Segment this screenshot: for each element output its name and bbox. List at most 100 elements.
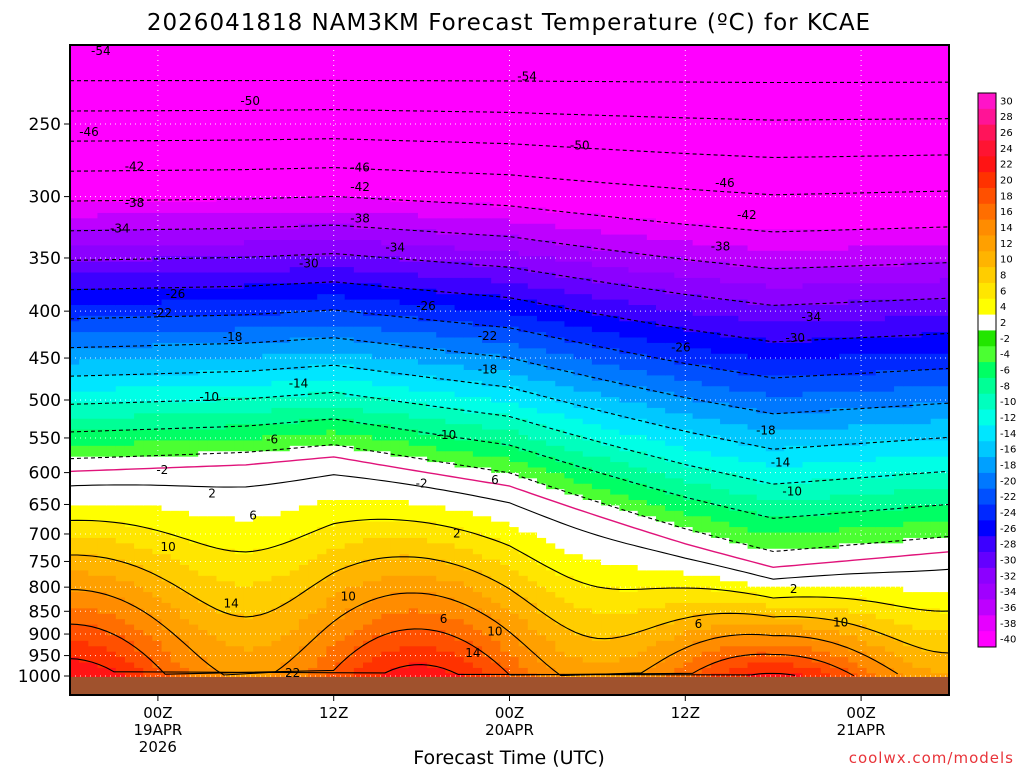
- temperature-cell: [839, 494, 849, 512]
- x-tick-label: 19APR: [133, 721, 182, 739]
- temperature-cell: [674, 635, 685, 653]
- temperature-cell: [399, 554, 410, 577]
- temperature-cell: [79, 662, 89, 680]
- temperature-cell: [610, 462, 620, 479]
- temperature-cell: [88, 391, 99, 404]
- temperature-cell: [500, 207, 511, 219]
- temperature-cell: [271, 407, 282, 425]
- temperature-cell: [179, 619, 190, 642]
- temperature-cell: [729, 543, 740, 582]
- temperature-cell: [912, 337, 923, 355]
- temperature-cell: [903, 45, 913, 230]
- temperature-cell: [436, 234, 447, 247]
- temperature-cell: [884, 667, 895, 685]
- temperature-cell: [317, 418, 327, 436]
- temperature-cell: [189, 256, 199, 274]
- temperature-cell: [500, 359, 511, 371]
- temperature-cell: [829, 407, 840, 431]
- temperature-cell: [875, 370, 886, 393]
- temperature-cell: [234, 299, 245, 317]
- temperature-cell: [482, 413, 492, 431]
- temperature-cell: [536, 240, 547, 257]
- temperature-cell: [756, 305, 767, 322]
- temperature-cell: [134, 505, 144, 528]
- temperature-cell: [884, 391, 895, 409]
- temperature-cell: [79, 359, 89, 377]
- temperature-cell: [207, 370, 218, 387]
- temperature-cell: [463, 532, 474, 550]
- temperature-cell: [509, 359, 520, 377]
- temperature-cell: [930, 332, 941, 355]
- temperature-cell: [298, 240, 309, 257]
- temperature-cell: [784, 250, 794, 268]
- temperature-cell: [335, 407, 346, 420]
- temperature-cell: [701, 575, 712, 588]
- temperature-cell: [463, 424, 474, 442]
- temperature-cell: [417, 261, 428, 279]
- temperature-cell: [866, 424, 877, 442]
- temperature-cell: [646, 240, 657, 257]
- temperature-cell: [143, 657, 154, 680]
- temperature-cell: [811, 413, 822, 431]
- temperature-cell: [97, 315, 108, 333]
- temperature-cell: [536, 223, 547, 241]
- temperature-cell: [555, 321, 566, 339]
- temperature-cell: [784, 429, 794, 447]
- temperature-cell: [390, 651, 401, 669]
- temperature-cell: [298, 256, 309, 268]
- temperature-cell: [262, 353, 273, 371]
- temperature-cell: [829, 630, 840, 642]
- temperature-cell: [738, 543, 749, 582]
- temperature-cell: [115, 261, 126, 274]
- temperature-cell: [820, 630, 831, 642]
- temperature-cell: [894, 386, 904, 409]
- temperature-cell: [454, 407, 465, 425]
- temperature-cell: [619, 435, 630, 452]
- temperature-cell: [454, 250, 465, 263]
- temperature-cell: [436, 321, 447, 339]
- temperature-cell: [179, 640, 190, 669]
- temperature-cell: [701, 483, 712, 501]
- isotherm-label: 14: [223, 597, 238, 611]
- temperature-cell: [216, 229, 227, 247]
- temperature-cell: [381, 256, 392, 274]
- temperature-cell: [463, 310, 474, 322]
- temperature-cell: [829, 597, 840, 609]
- temperature-cell: [637, 467, 648, 485]
- colorbar-swatch: [978, 393, 996, 410]
- temperature-cell: [509, 548, 520, 572]
- temperature-cell: [775, 500, 785, 517]
- temperature-cell: [765, 635, 776, 647]
- temperature-cell: [747, 337, 758, 360]
- temperature-cell: [216, 640, 227, 674]
- isotherm-label: -34: [385, 241, 405, 255]
- temperature-cell: [527, 256, 538, 274]
- temperature-cell: [601, 45, 611, 219]
- temperature-cell: [619, 592, 630, 615]
- temperature-cell: [848, 613, 859, 626]
- temperature-cell: [106, 332, 117, 349]
- grid-lines: [70, 45, 949, 695]
- temperature-cell: [509, 657, 520, 680]
- temperature-cell: [775, 619, 785, 626]
- temperature-cell: [326, 418, 337, 431]
- isotherm-line: [70, 623, 855, 677]
- temperature-cell: [738, 299, 749, 322]
- temperature-cell: [656, 640, 666, 664]
- temperature-cell: [903, 353, 913, 371]
- temperature-cell: [500, 326, 511, 344]
- temperature-cell: [509, 375, 520, 387]
- temperature-cell: [930, 315, 941, 333]
- temperature-cell: [665, 586, 675, 604]
- temperature-cell: [179, 359, 190, 377]
- temperature-cell: [170, 272, 181, 290]
- temperature-cell: [88, 646, 99, 664]
- temperature-cell: [262, 386, 273, 398]
- temperature-cell: [88, 418, 99, 431]
- temperature-cell: [674, 445, 685, 463]
- temperature-cell: [363, 45, 373, 198]
- temperature-cell: [500, 402, 511, 414]
- temperature-cell: [894, 472, 904, 490]
- temperature-cell: [720, 386, 730, 404]
- temperature-cell: [839, 283, 849, 306]
